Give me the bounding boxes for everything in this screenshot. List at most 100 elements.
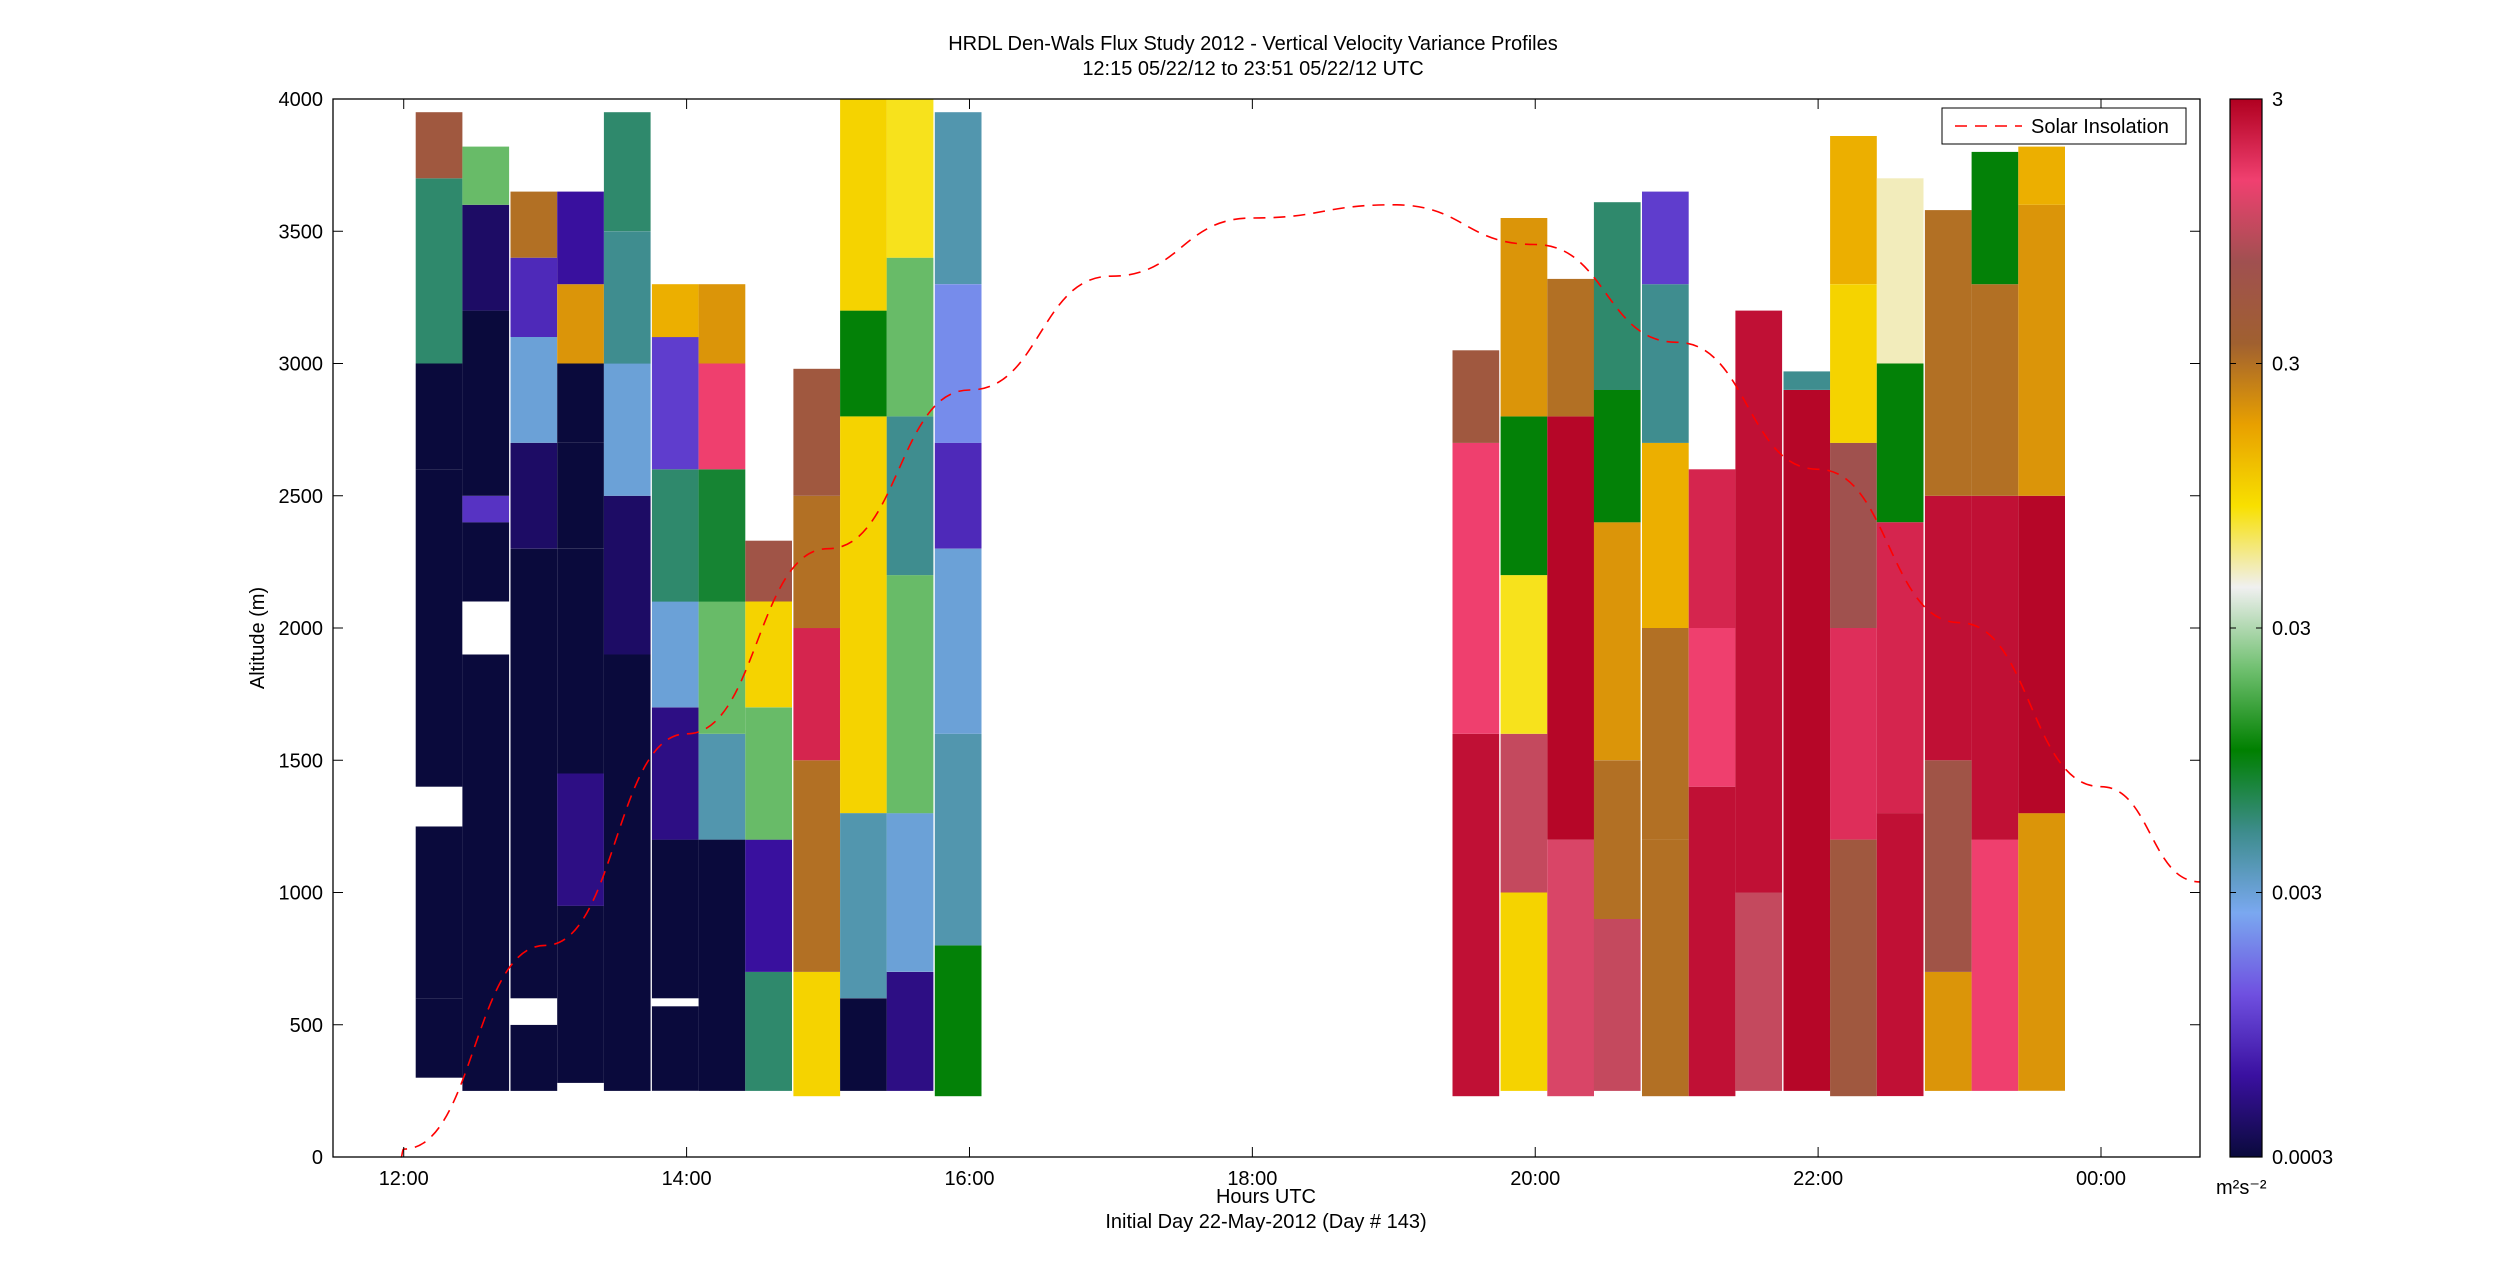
heatmap-cell	[934, 284, 982, 443]
y-axis-label: Altitude (m)	[247, 587, 269, 689]
y-tick-label: 500	[290, 1015, 323, 1037]
heatmap-cell	[1500, 575, 1548, 734]
heatmap-cell	[1642, 628, 1689, 840]
heatmap-cell	[840, 813, 887, 999]
heatmap-cell	[462, 146, 510, 205]
chart-title: HRDL Den-Wals Flux Study 2012 - Vertical…	[948, 33, 1558, 55]
heatmap-cell	[462, 654, 510, 1091]
heatmap-cell	[934, 442, 982, 549]
x-tick-label: 20:00	[1510, 1168, 1560, 1190]
heatmap-cell	[510, 1024, 558, 1091]
heatmap-cell	[603, 112, 651, 232]
heatmap-cell	[510, 442, 558, 549]
heatmap-cell	[1593, 760, 1641, 919]
heatmap-cell	[1642, 284, 1689, 443]
heatmap-cell	[840, 998, 887, 1091]
heatmap-cell	[2018, 495, 2065, 814]
x-tick-label: 16:00	[944, 1168, 994, 1190]
heatmap-cell	[462, 495, 510, 523]
heatmap-cell	[557, 191, 604, 285]
heatmap-cell	[510, 337, 558, 443]
heatmap-cell	[1830, 284, 1877, 443]
heatmap-cell	[510, 548, 558, 999]
heatmap-cell	[934, 112, 982, 285]
heatmap-cell	[698, 469, 746, 602]
heatmap-cell	[886, 99, 934, 258]
heatmap-cell	[840, 416, 887, 602]
heatmap-cell	[934, 733, 982, 946]
heatmap-cell	[1688, 469, 1736, 628]
heatmap-cell	[1924, 760, 1972, 972]
heatmap-cell	[793, 628, 841, 761]
heatmap-cell	[603, 231, 651, 364]
heatmap-cell	[1735, 892, 1783, 1091]
heatmap-cell	[1876, 363, 1924, 523]
y-tick-label: 0	[312, 1147, 323, 1169]
x-tick-label: 18:00	[1227, 1168, 1277, 1190]
heatmap-cell	[415, 786, 463, 827]
colorbar-tick-label: 3	[2272, 89, 2283, 111]
y-tick-label: 1000	[279, 883, 324, 905]
heatmap-cell	[886, 416, 934, 576]
heatmap-cell	[1500, 416, 1548, 576]
x-axis-label: Hours UTC	[1216, 1186, 1316, 1208]
heatmap-cell	[557, 363, 604, 443]
heatmap-cell	[1830, 442, 1877, 628]
y-tick-label: 2000	[279, 618, 324, 640]
colorbar-tick-label: 0.3	[2272, 354, 2300, 376]
y-tick-label: 3000	[279, 354, 324, 376]
heatmap-cell	[698, 363, 746, 470]
heatmap-cell	[651, 601, 699, 708]
x-tick-label: 12:00	[379, 1168, 429, 1190]
heatmap-cell	[1547, 278, 1594, 417]
heatmap-cell	[1593, 919, 1641, 1091]
heatmap-cell	[698, 839, 746, 1091]
x-tick-label: 00:00	[2076, 1168, 2126, 1190]
heatmap-cell	[886, 813, 934, 972]
heatmap-cell	[1924, 495, 1972, 761]
heatmap-cell	[2018, 813, 2065, 1091]
heatmap-cell	[1593, 202, 1641, 390]
heatmap-cell	[1547, 839, 1594, 1097]
heatmap-cell	[1971, 151, 2019, 285]
heatmap-cell	[1783, 390, 1831, 1091]
heatmap-cell	[2018, 146, 2065, 205]
heatmap-cell	[793, 760, 841, 972]
y-tick-label: 1500	[279, 750, 324, 772]
heatmap-cell	[1876, 178, 1924, 364]
heatmap-cell	[1830, 628, 1877, 840]
heatmap-cell	[1500, 733, 1548, 893]
y-axis-ticks: 0 500 1000 1500 2000 2500 3000 3500 4000	[279, 89, 2200, 1169]
heatmap-cell	[415, 469, 463, 787]
y-tick-label: 4000	[279, 89, 324, 111]
heatmap-cell	[745, 839, 792, 972]
heatmap-cell	[415, 363, 463, 470]
heatmap-cell	[1642, 191, 1689, 285]
heatmap-cell	[1500, 892, 1548, 1091]
heatmap-cell	[793, 495, 841, 629]
heatmap-cell	[793, 971, 841, 1097]
x-tick-label: 14:00	[662, 1168, 712, 1190]
heatmap-cell	[2018, 204, 2065, 496]
heatmap-cell	[1452, 350, 1500, 443]
x-axis-sublabel: Initial Day 22-May-2012 (Day # 143)	[1105, 1211, 1426, 1233]
heatmap-cell	[462, 522, 510, 602]
heatmap-cell	[557, 442, 604, 549]
x-axis-ticks: 12:00 14:00 16:00 18:00 20:00 22:00 00:00	[379, 99, 2126, 1190]
heatmap-cell	[1688, 786, 1736, 1097]
heatmap-cells	[415, 99, 2065, 1097]
heatmap-cell	[1547, 416, 1594, 840]
colorbar-unit: m²s⁻²	[2216, 1177, 2267, 1199]
heatmap-cell	[510, 257, 558, 337]
heatmap-cell	[1783, 371, 1831, 390]
heatmap-cell	[415, 826, 463, 999]
legend-entry-solar-insolation: Solar Insolation	[2031, 116, 2169, 138]
heatmap-cell	[557, 773, 604, 906]
heatmap-cell	[934, 548, 982, 734]
heatmap-cell	[1642, 442, 1689, 628]
heatmap-cell	[462, 310, 510, 496]
heatmap-cell	[510, 998, 558, 1025]
heatmap-cell	[886, 257, 934, 417]
heatmap-cell	[1971, 839, 2019, 1091]
